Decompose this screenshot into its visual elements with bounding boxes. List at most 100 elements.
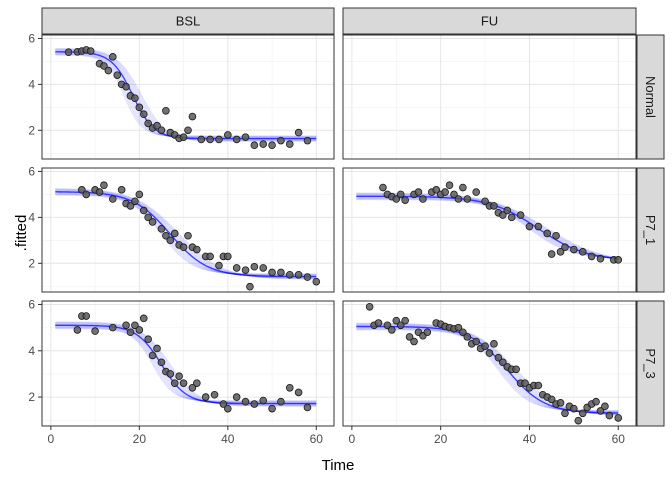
row-strip-p7-1: [636, 167, 665, 293]
data-point: [73, 326, 82, 334]
y-tick-label: 4: [28, 210, 35, 224]
data-point: [472, 337, 480, 346]
data-point: [148, 351, 157, 360]
data-point: [259, 396, 268, 405]
data-point: [410, 337, 418, 346]
x-tick-label: 40: [523, 432, 537, 446]
data-point: [499, 358, 507, 367]
data-point: [148, 218, 157, 226]
data-point: [224, 131, 232, 139]
data-point: [188, 112, 197, 121]
panel-background: [42, 301, 334, 426]
data-point: [494, 353, 503, 362]
data-point: [126, 328, 135, 337]
panel-bsl-p7-3: [41, 300, 335, 427]
fitted-curve: [55, 324, 317, 405]
row-strip-label: P7_1: [643, 215, 658, 245]
data-point: [100, 62, 108, 70]
x-tick-label: 0: [349, 432, 356, 446]
data-point: [197, 135, 206, 144]
data-point: [578, 248, 587, 256]
data-point: [396, 190, 405, 199]
data-point: [472, 188, 480, 196]
panel-background: [343, 35, 636, 159]
data-point: [277, 268, 285, 277]
data-point: [166, 236, 175, 245]
data-point: [78, 186, 86, 194]
data-point: [556, 248, 565, 256]
panel-fu-p7-1: [342, 167, 637, 293]
data-point: [268, 404, 276, 413]
data-point: [86, 47, 95, 55]
data-point: [95, 188, 104, 196]
panel-border: [342, 300, 637, 427]
data-point: [499, 211, 507, 219]
y-tick-label: 2: [28, 256, 35, 270]
data-point: [561, 409, 569, 418]
data-point: [179, 133, 188, 141]
data-point: [547, 250, 556, 258]
column-strip-fu: [342, 7, 637, 35]
data-point: [277, 397, 285, 406]
data-point: [224, 252, 232, 261]
y-axis-title: .fitted: [13, 215, 30, 252]
data-point: [64, 48, 73, 57]
data-point: [139, 110, 148, 119]
data-point: [157, 225, 166, 233]
fitted-curve: [55, 327, 317, 402]
data-point: [507, 213, 516, 222]
data-point: [206, 135, 214, 144]
data-point: [414, 188, 423, 196]
data-point: [547, 395, 556, 404]
data-point: [521, 379, 529, 387]
data-point: [285, 270, 294, 279]
data-point: [561, 243, 569, 252]
data-point: [294, 388, 303, 397]
panel-border: [41, 300, 335, 427]
data-point: [166, 370, 175, 378]
x-tick-label: 0: [48, 432, 55, 446]
data-point: [605, 411, 614, 420]
data-point: [459, 183, 467, 192]
fitted-curve: [55, 327, 317, 403]
data-point: [157, 126, 166, 135]
x-tick-label: 20: [434, 432, 448, 446]
data-point: [614, 256, 623, 264]
data-point: [215, 261, 223, 270]
data-point: [153, 344, 161, 353]
y-tick-label: 6: [28, 297, 35, 311]
panel-border: [41, 34, 335, 160]
data-point: [294, 128, 303, 137]
data-point: [82, 312, 91, 320]
data-point: [552, 231, 560, 240]
y-tick-label: 2: [28, 123, 35, 137]
data-point: [379, 183, 387, 192]
fitted-curve: [55, 325, 317, 404]
data-point: [285, 384, 294, 392]
data-point: [481, 197, 489, 206]
data-point: [241, 266, 250, 274]
data-point: [193, 245, 201, 254]
data-point: [126, 202, 135, 210]
data-point: [139, 206, 148, 215]
data-point: [365, 302, 374, 311]
data-point: [490, 340, 498, 348]
row-strip-label: P7_3: [643, 348, 658, 378]
data-point: [117, 186, 126, 194]
data-point: [419, 195, 427, 203]
data-point: [303, 273, 312, 281]
data-point: [459, 328, 467, 337]
data-point: [224, 404, 232, 413]
panel-border: [342, 167, 637, 293]
data-point: [481, 342, 489, 350]
data-point: [104, 66, 113, 75]
y-tick-label: 6: [28, 164, 35, 178]
panel-border: [342, 34, 637, 160]
data-point: [534, 222, 543, 231]
data-point: [556, 399, 565, 407]
x-tick-label: 40: [221, 432, 235, 446]
data-point: [184, 126, 192, 135]
data-point: [108, 195, 117, 203]
data-point: [516, 211, 525, 219]
